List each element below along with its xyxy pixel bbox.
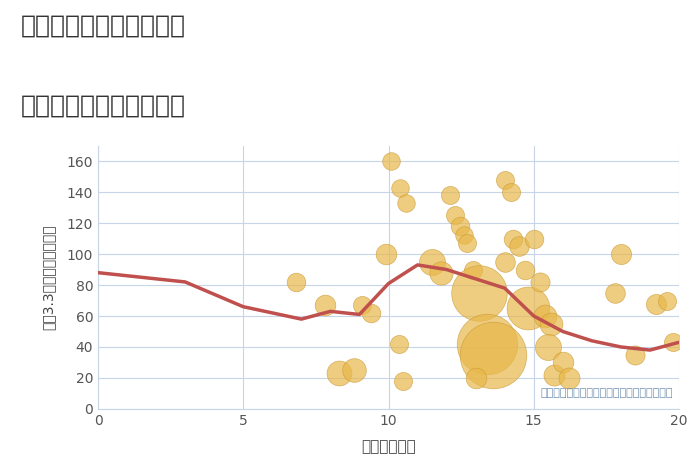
Point — [319, 301, 330, 309]
Point — [380, 251, 391, 258]
Point — [449, 212, 461, 219]
Point — [467, 266, 478, 274]
Point — [395, 184, 406, 191]
Point — [534, 278, 545, 286]
Point — [505, 188, 516, 196]
Point — [357, 301, 368, 309]
Point — [650, 300, 662, 307]
Point — [400, 199, 412, 207]
Point — [482, 340, 493, 348]
Point — [668, 338, 679, 346]
Point — [499, 176, 510, 183]
Point — [426, 258, 438, 266]
Point — [487, 351, 498, 359]
Text: 大阪府枚方市牧野本町の: 大阪府枚方市牧野本町の — [21, 14, 186, 38]
Y-axis label: 坪（3.3㎡）単価（万円）: 坪（3.3㎡）単価（万円） — [41, 225, 55, 330]
Point — [458, 232, 470, 239]
Point — [508, 235, 519, 243]
Point — [563, 374, 574, 382]
Point — [615, 251, 626, 258]
Point — [386, 157, 397, 165]
Point — [473, 289, 484, 297]
Point — [454, 222, 466, 230]
Point — [444, 191, 455, 199]
Point — [557, 359, 568, 366]
Point — [398, 377, 409, 385]
Point — [610, 289, 621, 297]
Point — [470, 374, 482, 382]
Point — [499, 258, 510, 266]
Point — [540, 312, 551, 320]
Text: 円の大きさは、取引のあった物件面積を示す: 円の大きさは、取引のあった物件面積を示す — [540, 388, 673, 399]
Point — [514, 243, 525, 250]
Point — [549, 371, 560, 379]
Text: 駅距離別中古戸建て価格: 駅距離別中古戸建て価格 — [21, 94, 186, 118]
Point — [290, 278, 301, 286]
Point — [545, 320, 557, 328]
Point — [333, 369, 344, 377]
Point — [435, 269, 447, 276]
Point — [348, 367, 359, 374]
Point — [393, 340, 405, 348]
Point — [519, 266, 531, 274]
Point — [365, 309, 377, 317]
Point — [522, 305, 533, 312]
Point — [630, 351, 641, 359]
Point — [461, 240, 472, 247]
X-axis label: 駅距離（分）: 駅距離（分） — [361, 439, 416, 454]
Point — [662, 297, 673, 304]
Point — [542, 343, 554, 351]
Point — [528, 235, 539, 243]
